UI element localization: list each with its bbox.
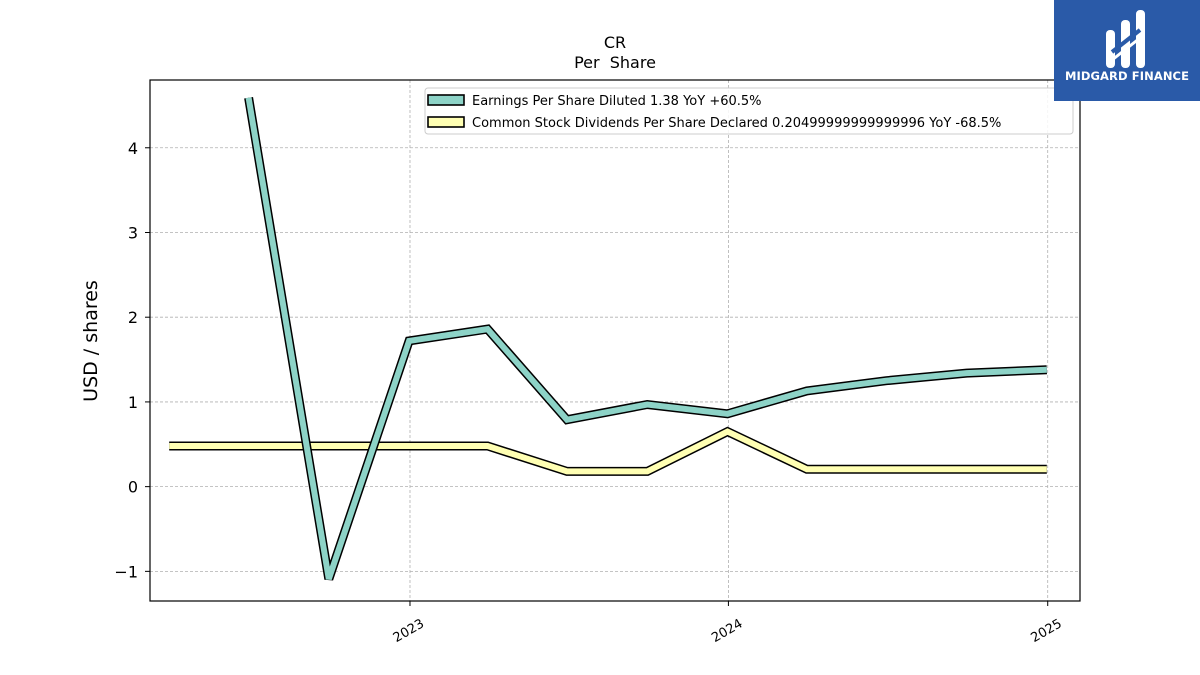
series-line-0 (245, 97, 1047, 580)
chart-subtitle: Per Share (574, 53, 656, 72)
legend-box (424, 87, 1074, 135)
y-axis-label: USD / shares (80, 280, 102, 402)
plot-lines (169, 97, 1047, 581)
chart-title: CR (604, 33, 626, 52)
series-line-1 (169, 428, 1047, 475)
legend-swatch-1 (427, 116, 465, 128)
y-tick-label: 2 (128, 308, 138, 327)
x-tick-label: 2023 (391, 616, 427, 646)
logo-mark-icon (1106, 10, 1145, 68)
legend-swatch-0 (427, 94, 465, 106)
brand-logo: MIDGARD FINANCE (1054, 0, 1200, 101)
y-tick-label: 3 (128, 223, 138, 242)
y-tick-label: 4 (128, 139, 138, 158)
x-tick-label: 2024 (709, 616, 745, 646)
legend-label-0: Earnings Per Share Diluted 1.38 YoY +60.… (472, 94, 762, 109)
brand-name: MIDGARD FINANCE (1064, 69, 1190, 83)
y-tick-label: 0 (128, 478, 138, 497)
y-tick-label: 1 (128, 393, 138, 412)
y-axis: −1 0 1 2 3 4 (114, 139, 150, 581)
y-tick-label: −1 (114, 562, 138, 581)
series-outline-0 (244, 97, 1047, 581)
x-axis: 2023 2024 2025 (391, 601, 1065, 646)
legend-label-1: Common Stock Dividends Per Share Declare… (472, 116, 1001, 131)
plot-frame (149, 79, 1081, 602)
x-tick-label: 2025 (1029, 616, 1065, 646)
legend: Earnings Per Share Diluted 1.38 YoY +60.… (424, 87, 1074, 135)
grid (150, 80, 1080, 601)
